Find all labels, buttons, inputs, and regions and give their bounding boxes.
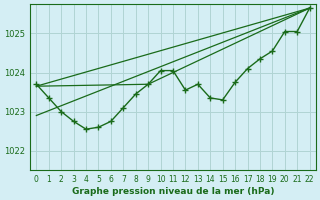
X-axis label: Graphe pression niveau de la mer (hPa): Graphe pression niveau de la mer (hPa): [72, 187, 274, 196]
